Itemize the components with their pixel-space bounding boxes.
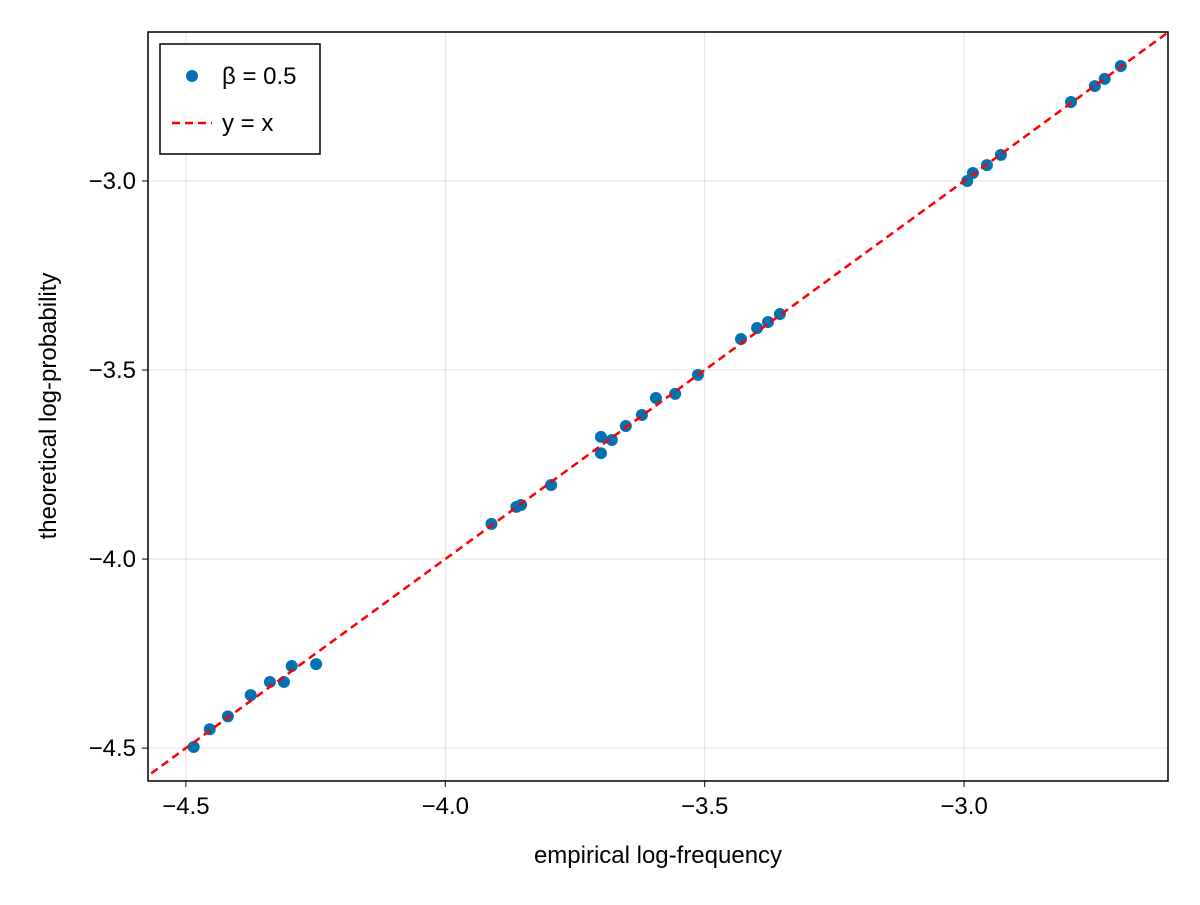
y-tick-label: −3.5 (89, 357, 136, 384)
y-tick-label: −4.0 (89, 546, 136, 573)
legend-marker-scatter (186, 70, 198, 82)
plot-area (148, 32, 1168, 778)
data-point (244, 689, 257, 702)
y-tick-label: −4.5 (89, 735, 136, 762)
x-tick-label: −3.0 (940, 793, 987, 820)
x-tick-label: −3.5 (681, 793, 728, 820)
y-axis-label: theoretical log-probability (35, 273, 62, 540)
data-point (594, 447, 607, 460)
grid (148, 32, 1168, 781)
legend-label-scatter: β = 0.5 (222, 63, 297, 90)
x-axis-label: empirical log-frequency (534, 842, 782, 869)
data-point (545, 478, 558, 491)
data-point (285, 660, 298, 673)
plot-frame (147, 31, 1169, 782)
data-point (751, 322, 764, 335)
data-point (187, 740, 200, 753)
data-point (594, 430, 607, 443)
x-tick-label: −4.0 (422, 793, 469, 820)
legend: β = 0.5 y = x (159, 43, 321, 155)
y-tick-label: −3.0 (89, 168, 136, 195)
y-axis: −4.5 −4.0 −3.5 −3.0 (89, 168, 148, 762)
legend-label-line: y = x (222, 110, 273, 137)
identity-line (148, 32, 1168, 778)
x-axis: −4.5 −4.0 −3.5 −3.0 (162, 781, 988, 820)
x-tick-label: −4.5 (162, 793, 209, 820)
data-point (310, 658, 323, 671)
data-point (649, 391, 662, 404)
legend-box (159, 43, 321, 155)
